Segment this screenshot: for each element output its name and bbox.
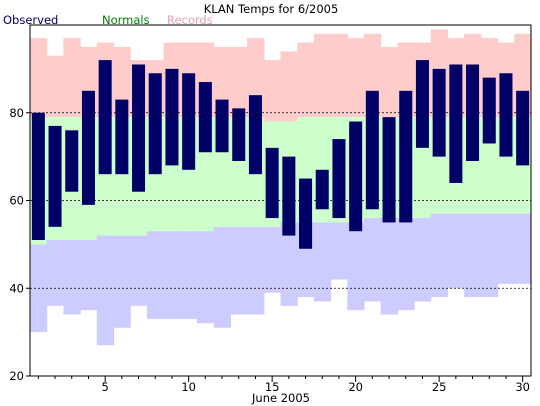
observed-bar-day-21 — [365, 90, 379, 210]
y-tick-label-80: 80 — [9, 106, 24, 120]
record-low-band-day-10 — [180, 231, 198, 319]
observed-bar-day-7 — [132, 64, 146, 192]
observed-bar-day-16 — [282, 156, 296, 236]
observed-bar-day-3 — [65, 130, 79, 192]
observed-bar-day-12 — [215, 99, 229, 153]
observed-bar-day-13 — [232, 108, 246, 162]
x-tick-label-25: 25 — [432, 380, 447, 394]
y-axis: 20 40 60 80 — [9, 106, 30, 383]
legend-records: Records — [167, 13, 213, 27]
record-low-band-day-11 — [197, 231, 215, 324]
record-high-band-day-2 — [46, 55, 64, 118]
observed-bar-day-28 — [482, 77, 496, 144]
y-tick-label-40: 40 — [9, 281, 24, 295]
x-axis: 5 10 15 20 25 30 — [37, 376, 530, 394]
observed-bar-day-25 — [432, 68, 446, 157]
x-tick-label-10: 10 — [181, 380, 196, 394]
record-high-band-day-22 — [380, 46, 398, 118]
y-tick-label-60: 60 — [9, 194, 24, 208]
observed-bar-day-10 — [182, 73, 196, 170]
y-tick-label-20: 20 — [9, 369, 24, 383]
record-low-band-day-15 — [263, 226, 282, 293]
reference-lines-layer — [30, 112, 531, 289]
x-tick-label-15: 15 — [265, 380, 280, 394]
record-low-band-day-6 — [113, 235, 131, 328]
observed-bar-day-30 — [516, 90, 530, 166]
record-high-band-day-18 — [313, 33, 332, 118]
observed-bar-day-5 — [98, 60, 112, 175]
record-low-band-day-14 — [247, 226, 265, 315]
record-low-band-day-3 — [63, 239, 81, 315]
record-low-band-day-30 — [514, 213, 532, 284]
record-high-band-day-20 — [347, 38, 365, 118]
record-low-band-day-5 — [96, 235, 115, 346]
observed-bar-day-2 — [48, 125, 62, 227]
record-high-band-day-17 — [297, 42, 315, 118]
observed-bar-day-29 — [499, 73, 513, 157]
record-low-band-day-29 — [497, 213, 515, 284]
record-low-band-day-20 — [347, 222, 365, 311]
observed-bar-day-17 — [299, 178, 313, 249]
record-low-band-day-25 — [430, 213, 449, 298]
observed-bar-day-18 — [315, 169, 329, 210]
observed-bar-day-27 — [466, 64, 480, 162]
record-high-band-day-13 — [230, 46, 248, 118]
observed-bar-day-14 — [248, 95, 262, 175]
observed-bar-day-23 — [399, 90, 413, 223]
observed-bar-day-1 — [31, 112, 45, 240]
observed-bar-day-20 — [349, 121, 363, 232]
legend-normals: Normals — [102, 13, 150, 27]
record-low-band-day-7 — [130, 235, 148, 306]
record-low-band-day-2 — [46, 239, 64, 306]
record-low-band-day-23 — [397, 218, 415, 311]
observed-bar-day-4 — [81, 90, 95, 205]
chart-title: KLAN Temps for 6/2005 — [204, 2, 339, 16]
x-axis-label: June 2005 — [251, 391, 310, 405]
record-low-band-day-19 — [330, 222, 348, 280]
record-high-band-day-6 — [113, 46, 131, 118]
record-low-band-day-28 — [480, 213, 499, 298]
record-high-band-day-12 — [213, 46, 231, 118]
record-high-band-day-3 — [63, 38, 81, 118]
observed-bar-day-9 — [165, 68, 179, 166]
record-low-band-day-27 — [464, 213, 482, 298]
record-low-band-day-26 — [447, 213, 465, 289]
record-high-band-day-1 — [30, 38, 48, 118]
observed-bar-day-22 — [382, 117, 396, 223]
x-tick-label-30: 30 — [515, 380, 530, 394]
record-low-band-day-13 — [230, 226, 248, 315]
record-low-band-day-4 — [80, 239, 98, 311]
observed-bar-day-11 — [198, 82, 212, 153]
record-low-band-day-24 — [414, 218, 432, 302]
record-low-band-day-16 — [280, 222, 298, 306]
observed-bar-day-24 — [415, 60, 429, 148]
observed-bar-day-19 — [332, 139, 346, 219]
record-low-band-day-18 — [313, 222, 332, 302]
legend: Observed Normals Records — [3, 13, 213, 27]
record-low-band-day-9 — [163, 231, 181, 319]
observed-bar-day-15 — [265, 147, 279, 219]
record-low-band-day-8 — [146, 231, 165, 319]
legend-observed: Observed — [3, 13, 58, 27]
record-low-band-day-22 — [380, 218, 398, 315]
record-low-band-day-12 — [213, 226, 231, 328]
record-high-band-day-19 — [330, 33, 348, 118]
observed-bar-day-8 — [148, 73, 162, 175]
observed-bar-day-26 — [449, 64, 463, 183]
observed-bars-layer — [31, 60, 530, 249]
record-high-band-day-16 — [280, 51, 298, 122]
x-tick-label-20: 20 — [348, 380, 363, 394]
x-tick-label-5: 5 — [101, 380, 108, 394]
record-low-band-day-21 — [364, 218, 382, 302]
observed-bar-day-6 — [115, 99, 129, 175]
record-high-band-day-15 — [263, 60, 282, 122]
